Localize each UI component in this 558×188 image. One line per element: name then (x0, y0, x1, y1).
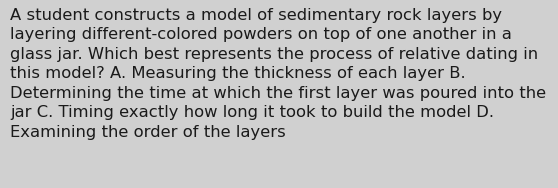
Text: A student constructs a model of sedimentary rock layers by
layering different-co: A student constructs a model of sediment… (10, 8, 546, 140)
